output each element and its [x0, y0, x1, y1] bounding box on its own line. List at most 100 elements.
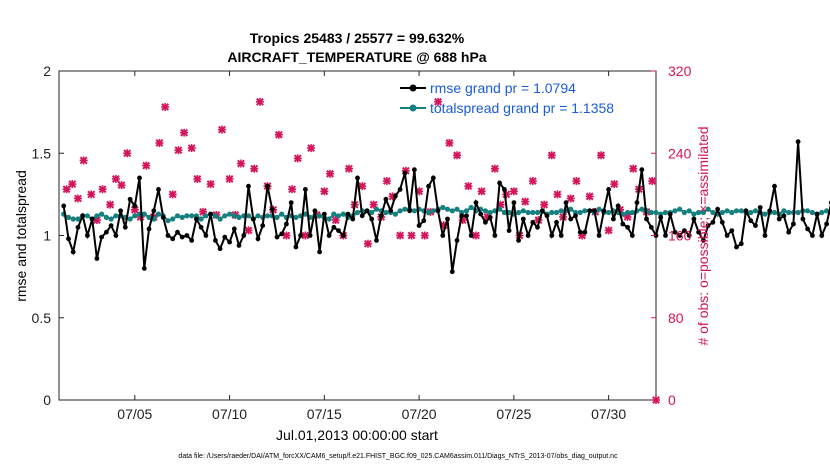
series-point — [577, 209, 583, 216]
series-point — [753, 223, 758, 229]
obs-count-point — [123, 149, 132, 158]
series-point — [245, 213, 252, 219]
series-point — [412, 167, 417, 173]
series-point — [644, 216, 649, 222]
series-point — [620, 221, 626, 227]
series-point — [108, 223, 114, 229]
series-point — [681, 209, 688, 216]
series-point — [772, 183, 777, 189]
series-point — [710, 219, 716, 225]
series-point — [279, 211, 285, 217]
series-point — [127, 196, 133, 202]
x-tick-label: 07/30 — [591, 406, 626, 422]
y-tick-label: 2 — [43, 63, 51, 79]
series-point — [402, 206, 408, 212]
series-point — [373, 206, 380, 212]
series-point — [615, 203, 621, 209]
obs-count-point — [326, 169, 335, 178]
series-point — [606, 209, 612, 216]
y-right-axis-ticks: 0 80 160 240 320 — [651, 63, 692, 408]
series-point — [492, 233, 498, 238]
series-point — [198, 224, 204, 230]
series-point — [70, 249, 76, 255]
series-point — [573, 213, 578, 219]
obs-count-point — [597, 151, 606, 160]
obs-count-point — [217, 125, 226, 134]
series-point — [805, 208, 811, 214]
series-point — [682, 228, 687, 234]
series-point — [592, 208, 597, 214]
series-point — [577, 229, 583, 235]
x-tick-label: 07/05 — [117, 406, 152, 422]
series-point — [411, 208, 417, 214]
series-point — [639, 206, 645, 212]
series-point — [634, 200, 640, 206]
series-point — [369, 209, 375, 216]
obs-count-point — [87, 190, 96, 199]
obs-count-point — [320, 187, 329, 196]
y-right-tick-label: 0 — [668, 392, 676, 408]
series-point — [250, 216, 256, 222]
series-point — [549, 233, 555, 238]
series-point — [89, 216, 95, 222]
series-point — [246, 183, 251, 189]
series-point — [454, 206, 460, 212]
series-point — [426, 209, 432, 216]
series-point — [146, 214, 152, 220]
obs-count-point — [434, 97, 443, 106]
series-point — [738, 241, 744, 247]
obs-count-point — [307, 144, 316, 153]
series-point — [449, 208, 455, 214]
series-point — [75, 216, 81, 222]
series-point — [118, 208, 123, 214]
series-point — [331, 224, 337, 230]
series-point — [582, 208, 588, 214]
obs-count-point — [585, 192, 594, 201]
series-point — [355, 175, 360, 181]
obs-count-point — [79, 156, 88, 165]
series-point — [719, 209, 725, 216]
series-point — [284, 221, 289, 227]
series-point — [155, 211, 162, 217]
series-point — [65, 214, 72, 220]
series-point — [752, 208, 759, 214]
series-point — [165, 218, 171, 224]
series-point — [151, 208, 157, 214]
series-point — [336, 228, 341, 234]
obs-count-point — [68, 180, 77, 189]
obs-count-point — [358, 182, 367, 191]
series-point — [397, 187, 403, 192]
series-point — [520, 216, 526, 222]
obs-count-point — [225, 174, 234, 183]
obs-count-point — [98, 185, 107, 194]
series-point — [625, 209, 631, 216]
series-point — [809, 209, 816, 216]
series-point — [805, 226, 810, 232]
series-point — [648, 224, 654, 230]
series-point — [340, 233, 346, 238]
series-point — [686, 208, 692, 214]
series-point — [482, 208, 488, 214]
obs-count-point — [566, 194, 575, 203]
obs-count-point — [572, 177, 581, 186]
series-point — [383, 196, 389, 202]
series-point — [701, 238, 706, 243]
series-point — [113, 233, 119, 238]
series-point — [203, 213, 209, 219]
legend-spread-marker — [409, 104, 417, 112]
series-point — [516, 209, 522, 216]
series-point — [317, 213, 323, 219]
obs-count-point — [193, 174, 202, 183]
series-point — [710, 209, 716, 216]
series-point — [587, 208, 593, 214]
obs-count-point — [407, 231, 416, 240]
series-point — [771, 209, 778, 216]
obs-count-point — [106, 200, 115, 209]
series-point — [293, 214, 299, 220]
series-point — [388, 208, 394, 214]
obs-count-point — [168, 190, 177, 199]
obs-count-point — [344, 164, 353, 173]
series-point — [487, 209, 493, 216]
series-point — [108, 216, 114, 222]
series-point — [80, 213, 86, 219]
